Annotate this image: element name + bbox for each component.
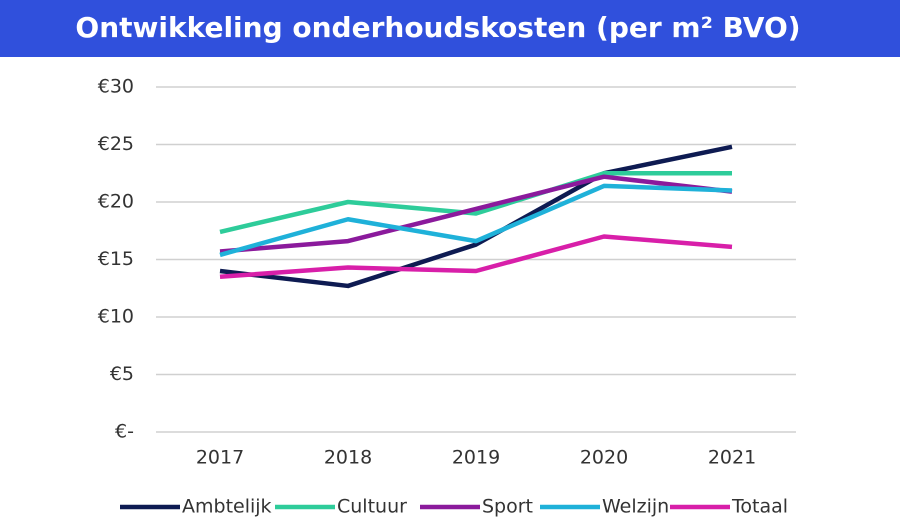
- series-line: [219, 234, 733, 279]
- y-tick-label: €25: [98, 133, 134, 155]
- x-tick-label: 2018: [324, 447, 372, 469]
- y-tick-label: €20: [98, 191, 134, 213]
- series-line: [219, 171, 732, 235]
- y-tick-label: €30: [98, 76, 134, 98]
- legend-label: Totaal: [731, 496, 788, 518]
- y-tick-label: €5: [110, 363, 134, 385]
- series-line: [219, 183, 733, 258]
- y-tick-label: €15: [98, 248, 134, 270]
- x-tick-label: 2017: [196, 447, 244, 469]
- series-line: [219, 174, 733, 254]
- series-line: [219, 144, 733, 289]
- legend-label: Sport: [482, 496, 533, 518]
- title-banner: [0, 0, 900, 57]
- legend-label: Ambtelijk: [182, 496, 272, 518]
- y-tick-label: €10: [98, 306, 134, 328]
- x-tick-label: 2021: [708, 447, 756, 469]
- x-tick-label: 2019: [452, 447, 500, 469]
- legend-label: Welzijn: [602, 496, 669, 518]
- x-tick-label: 2020: [580, 447, 628, 469]
- legend-label: Cultuur: [337, 496, 407, 518]
- chart-title: Ontwikkeling onderhoudskosten (per m² BV…: [75, 11, 800, 44]
- y-tick-label: €-: [115, 421, 134, 443]
